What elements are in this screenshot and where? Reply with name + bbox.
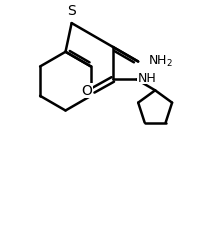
- Text: NH$_2$: NH$_2$: [148, 54, 173, 69]
- Text: NH: NH: [138, 71, 157, 85]
- Text: O: O: [82, 84, 92, 98]
- Text: S: S: [67, 3, 76, 17]
